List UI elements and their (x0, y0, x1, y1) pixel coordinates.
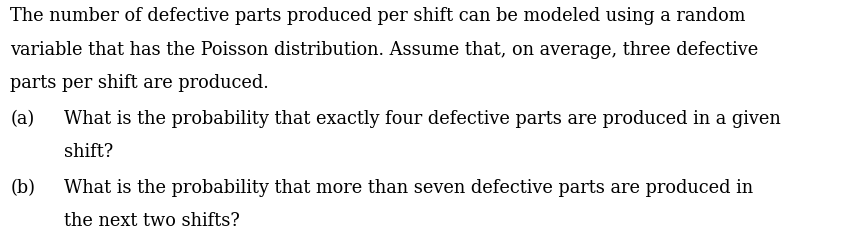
Text: the next two shifts?: the next two shifts? (64, 212, 239, 230)
Text: variable that has the Poisson distribution. Assume that, on average, three defec: variable that has the Poisson distributi… (10, 41, 757, 59)
Text: parts per shift are produced.: parts per shift are produced. (10, 74, 268, 92)
Text: (a): (a) (10, 110, 34, 128)
Text: What is the probability that more than seven defective parts are produced in: What is the probability that more than s… (64, 179, 752, 197)
Text: The number of defective parts produced per shift can be modeled using a random: The number of defective parts produced p… (10, 7, 745, 25)
Text: shift?: shift? (64, 143, 113, 161)
Text: What is the probability that exactly four defective parts are produced in a give: What is the probability that exactly fou… (64, 110, 780, 128)
Text: (b): (b) (10, 179, 35, 197)
